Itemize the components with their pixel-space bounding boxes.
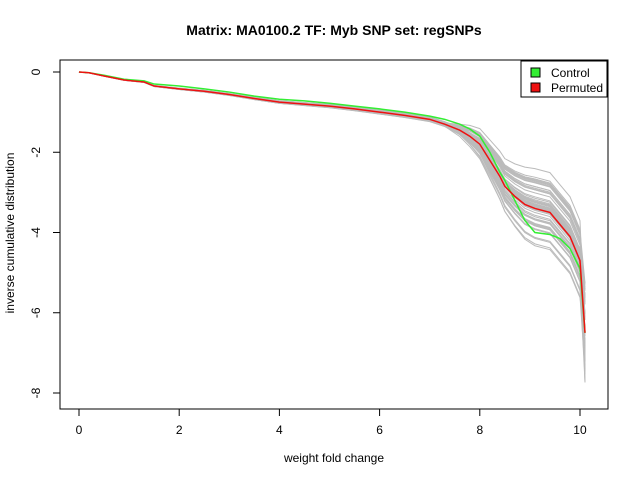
x-tick-label: 10 xyxy=(573,423,587,437)
background-line xyxy=(78,71,586,375)
legend: Control Permuted xyxy=(520,60,608,98)
background-line xyxy=(78,71,586,372)
background-line xyxy=(78,71,586,371)
legend-swatch-permuted xyxy=(530,82,541,93)
legend-label-control: Control xyxy=(551,66,590,80)
background-line xyxy=(78,71,586,344)
series-lines-group xyxy=(78,71,586,333)
y-tick-label: -6 xyxy=(29,307,43,318)
background-lines-group xyxy=(78,71,586,383)
background-line xyxy=(78,71,586,348)
background-line xyxy=(78,71,586,366)
y-axis: 0 -2 -4 -6 -8 xyxy=(29,68,61,398)
x-axis-label: weight fold change xyxy=(283,451,384,465)
background-line xyxy=(78,71,586,331)
y-axis-label: inverse cumulative distribution xyxy=(3,153,17,314)
background-line xyxy=(78,71,586,360)
background-line xyxy=(78,71,586,370)
x-axis: 0 2 4 6 8 10 xyxy=(76,408,587,437)
background-line xyxy=(78,71,586,361)
x-tick-label: 4 xyxy=(276,423,283,437)
series-line-permuted xyxy=(78,71,586,333)
x-tick-label: 6 xyxy=(376,423,383,437)
x-tick-label: 0 xyxy=(76,423,83,437)
y-tick-label: -2 xyxy=(29,147,43,158)
chart-title: Matrix: MA0100.2 TF: Myb SNP set: regSNP… xyxy=(186,22,482,38)
plot-border xyxy=(59,59,609,410)
x-tick-label: 8 xyxy=(476,423,483,437)
background-line xyxy=(78,71,586,318)
legend-label-permuted: Permuted xyxy=(551,81,603,95)
series-line-control xyxy=(78,71,586,333)
background-line xyxy=(78,71,586,383)
x-tick-label: 2 xyxy=(176,423,183,437)
background-line xyxy=(78,71,586,350)
background-line xyxy=(78,71,586,347)
background-line xyxy=(78,71,586,356)
legend-swatch-control xyxy=(530,67,541,78)
background-line xyxy=(78,71,586,381)
y-tick-label: -4 xyxy=(29,227,43,238)
background-line xyxy=(78,71,586,383)
background-line xyxy=(78,71,586,346)
background-line xyxy=(78,71,586,343)
y-tick-label: -8 xyxy=(29,387,43,398)
y-tick-label: 0 xyxy=(29,68,43,75)
